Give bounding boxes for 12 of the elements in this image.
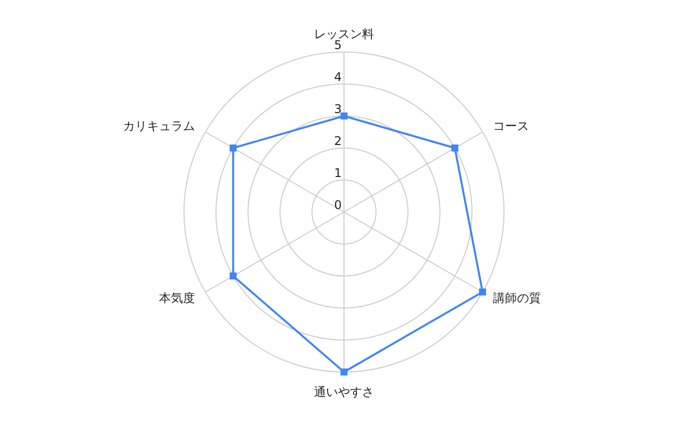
spoke-label: 本気度 xyxy=(159,291,196,305)
y-tick-label: 2 xyxy=(334,134,342,148)
y-tick-label: 4 xyxy=(334,70,342,84)
spoke-label: カリキュラム xyxy=(123,119,196,133)
y-tick-label: 1 xyxy=(334,166,342,180)
spoke-label: 通いやすさ xyxy=(314,385,374,399)
spoke-label: コース xyxy=(492,119,529,133)
y-tick-label: 5 xyxy=(334,38,342,52)
spoke-label: 講師の質 xyxy=(492,291,541,305)
spoke-label: レッスン料 xyxy=(314,27,374,41)
y-tick-label: 0 xyxy=(334,198,342,212)
y-tick-label: 3 xyxy=(334,102,342,116)
